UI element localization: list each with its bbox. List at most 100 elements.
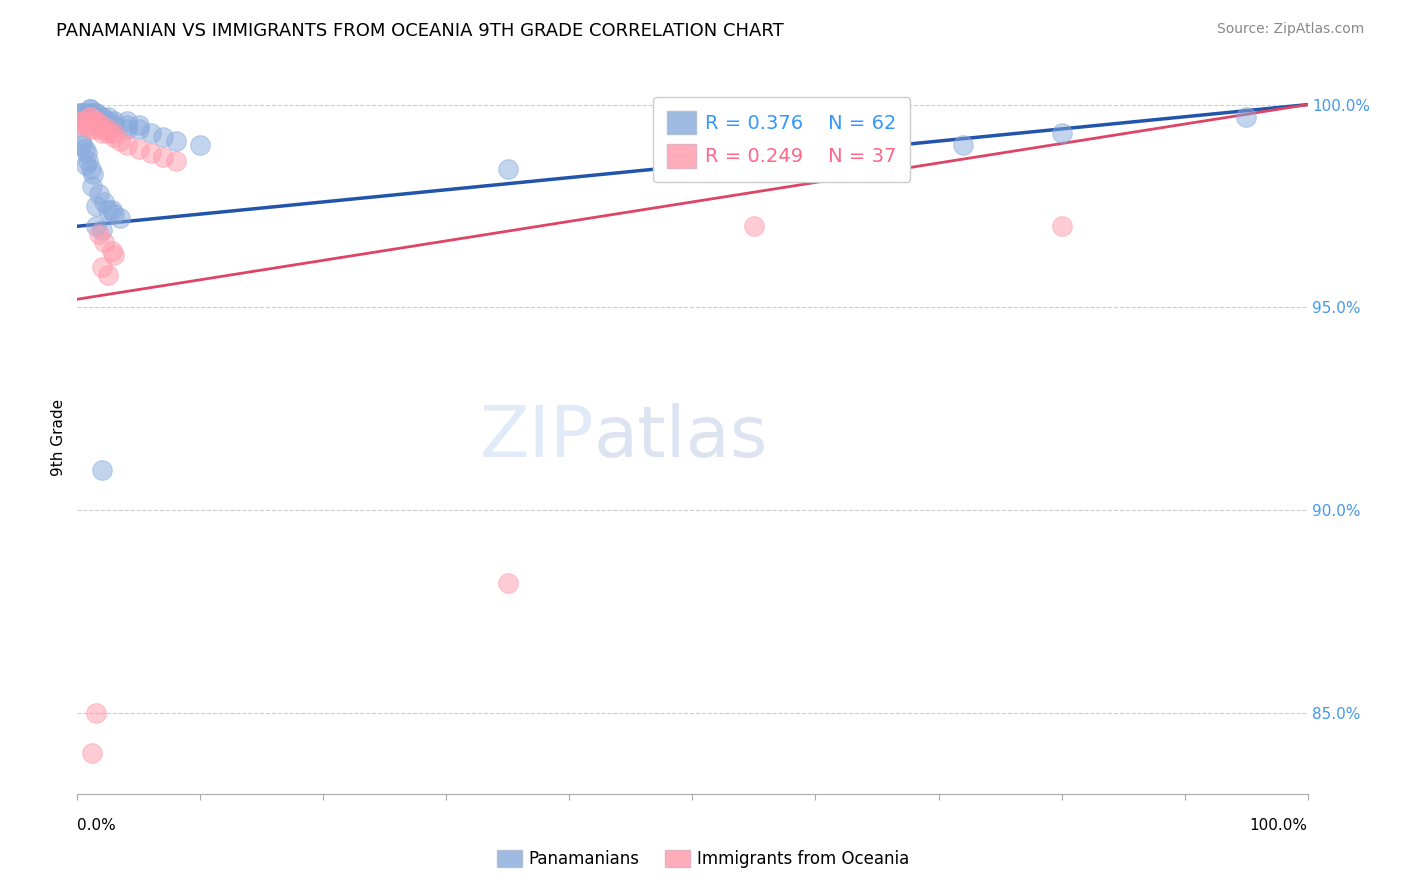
Point <box>90 126 114 140</box>
Point <box>75 158 97 172</box>
Point <box>97 268 120 282</box>
Point <box>72 118 94 132</box>
Point <box>69 110 91 124</box>
Point <box>1050 219 1073 234</box>
Text: PANAMANIAN VS IMMIGRANTS FROM OCEANIA 9TH GRADE CORRELATION CHART: PANAMANIAN VS IMMIGRANTS FROM OCEANIA 9T… <box>56 22 785 40</box>
Point <box>84 118 107 132</box>
Point <box>141 146 163 161</box>
Point <box>103 113 125 128</box>
Point <box>84 113 107 128</box>
Point <box>70 110 93 124</box>
Point <box>90 113 114 128</box>
Point <box>1234 110 1257 124</box>
Point <box>90 122 114 136</box>
Point <box>496 576 519 591</box>
Point <box>79 110 101 124</box>
Point <box>73 142 96 156</box>
Text: 100.0%: 100.0% <box>1250 818 1308 832</box>
Point <box>84 105 107 120</box>
Point <box>84 113 107 128</box>
Point <box>90 113 114 128</box>
Point <box>103 130 125 145</box>
Point <box>90 462 114 476</box>
Point <box>90 110 114 124</box>
Point <box>90 110 114 124</box>
Point <box>76 146 98 161</box>
Point <box>84 199 107 213</box>
Point <box>93 235 115 250</box>
Text: atlas: atlas <box>595 402 769 472</box>
Point <box>84 110 107 124</box>
Text: 0.0%: 0.0% <box>77 818 117 832</box>
Point <box>79 102 101 116</box>
Point <box>190 138 212 153</box>
Point <box>103 207 125 221</box>
Point <box>84 706 107 720</box>
Point <box>90 223 114 237</box>
Text: ZIP: ZIP <box>479 402 595 472</box>
Point <box>103 247 125 261</box>
Point <box>67 105 90 120</box>
Point <box>79 110 101 124</box>
Point <box>115 113 138 128</box>
Point <box>69 113 91 128</box>
Point <box>90 118 114 132</box>
Point <box>84 219 107 234</box>
Point <box>103 118 125 132</box>
Point <box>165 134 187 148</box>
Point <box>79 105 101 120</box>
Point <box>82 178 104 193</box>
Point <box>128 122 150 136</box>
Point <box>79 110 101 124</box>
Point <box>97 113 120 128</box>
Point <box>79 113 101 128</box>
Point <box>152 150 174 164</box>
Point <box>101 244 124 258</box>
Point <box>103 126 125 140</box>
Point <box>742 219 765 234</box>
Point <box>115 118 138 132</box>
Point <box>84 113 107 128</box>
Point <box>70 113 93 128</box>
Point <box>79 113 101 128</box>
Point <box>128 118 150 132</box>
Point <box>77 154 100 169</box>
Point <box>110 134 132 148</box>
Point <box>82 167 104 181</box>
Point <box>79 113 101 128</box>
Point <box>84 113 107 128</box>
Point <box>115 138 138 153</box>
Point <box>70 118 93 132</box>
Point <box>128 142 150 156</box>
Point <box>79 118 101 132</box>
Point <box>115 122 138 136</box>
Point <box>742 150 765 164</box>
Point <box>97 202 120 217</box>
Point <box>79 110 101 124</box>
Y-axis label: 9th Grade: 9th Grade <box>51 399 66 475</box>
Point <box>97 110 120 124</box>
Point <box>1050 126 1073 140</box>
Point <box>72 105 94 120</box>
Legend: Panamanians, Immigrants from Oceania: Panamanians, Immigrants from Oceania <box>491 843 915 875</box>
Point <box>110 211 132 226</box>
Point <box>952 138 974 153</box>
Point <box>70 134 93 148</box>
Point <box>84 122 107 136</box>
Point <box>101 202 124 217</box>
Point <box>79 105 101 120</box>
Point <box>80 162 103 177</box>
Point <box>152 130 174 145</box>
Point <box>79 102 101 116</box>
Point <box>70 138 93 153</box>
Point <box>90 260 114 274</box>
Point <box>141 126 163 140</box>
Point <box>79 122 101 136</box>
Point <box>89 186 111 201</box>
Legend: R = 0.376    N = 62, R = 0.249    N = 37: R = 0.376 N = 62, R = 0.249 N = 37 <box>652 97 911 182</box>
Point <box>84 110 107 124</box>
Point <box>97 122 120 136</box>
Point <box>90 118 114 132</box>
Point <box>496 162 519 177</box>
Point <box>97 126 120 140</box>
